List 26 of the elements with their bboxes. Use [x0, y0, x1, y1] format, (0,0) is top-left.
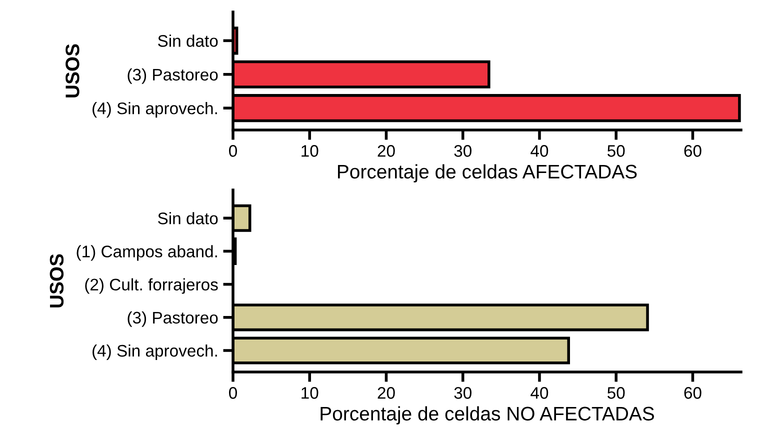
y-tick-label: (3) Pastoreo [128, 311, 218, 327]
x-tick-label: 10 [302, 387, 318, 399]
x-axis-title: Porcentaje de celdas NO AFECTADAS [320, 406, 654, 424]
y-axis-title: USOS [66, 44, 80, 98]
x-tick-label: 20 [378, 145, 395, 157]
y-tick-label: (4) Sin aprovech. [92, 102, 217, 118]
y-axis-title: USOS [50, 254, 64, 308]
y-tick-label: (4) Sin aprovech. [92, 344, 217, 360]
x-tick-label: 60 [684, 387, 702, 399]
x-tick-label: 10 [302, 145, 318, 157]
x-tick-label: 30 [454, 387, 472, 399]
x-tick-label: 60 [684, 145, 702, 157]
x-axis-title: Porcentaje de celdas AFECTADAS [338, 164, 637, 182]
y-tick-label: (3) Pastoreo [128, 68, 218, 84]
x-tick-label: 0 [229, 387, 237, 399]
y-tick-label: (1) Campos aband. [76, 245, 217, 261]
x-tick-label: 50 [608, 145, 625, 157]
x-tick-label: 40 [530, 387, 548, 399]
y-tick-label: Sin dato [158, 34, 218, 47]
x-tick-label: 20 [378, 387, 395, 399]
y-tick-label: (2) Cult. forrajeros [85, 278, 218, 294]
x-tick-label: 0 [229, 145, 237, 157]
y-tick-label: Sin dato [158, 212, 218, 224]
x-tick-label: 40 [530, 145, 548, 157]
x-tick-label: 50 [608, 387, 625, 399]
x-tick-label: 30 [454, 145, 472, 157]
